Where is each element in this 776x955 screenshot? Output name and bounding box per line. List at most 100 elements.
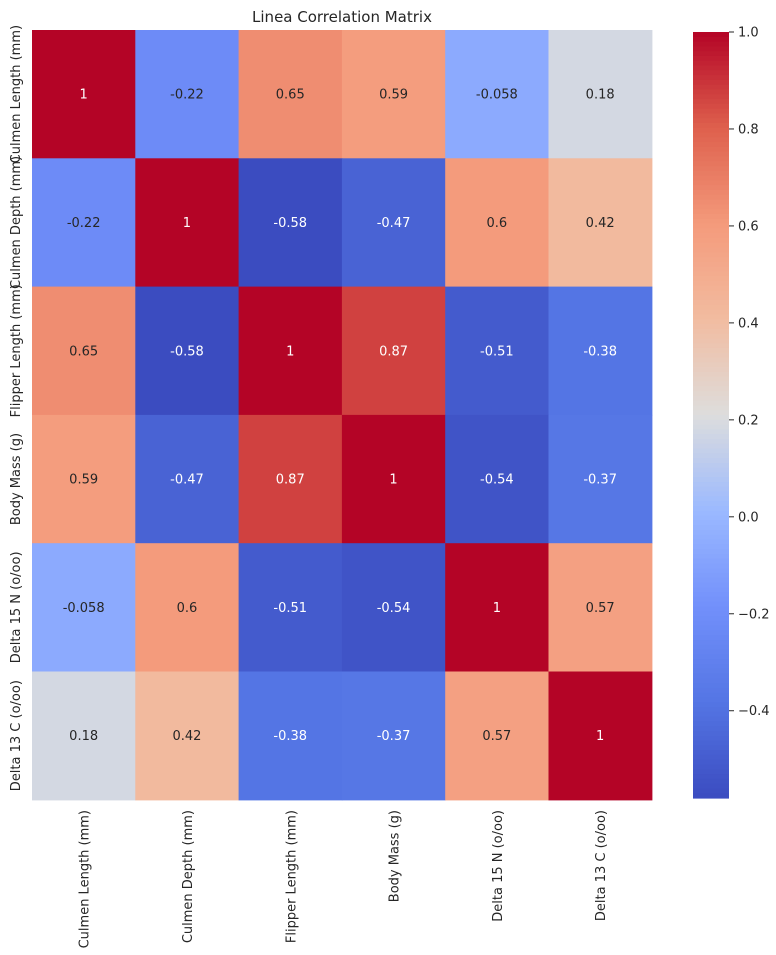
colorbar-segment — [693, 769, 729, 775]
y-tick-label: Flipper Length (mm) — [9, 284, 24, 417]
colorbar-tick-label: 0.4 — [738, 316, 759, 331]
colorbar-segment — [693, 410, 729, 416]
heatmap-cell — [238, 414, 343, 544]
cell-annotation: 1 — [493, 601, 501, 616]
cell-annotation: -0.38 — [273, 729, 307, 744]
cell-annotation: 0.87 — [379, 344, 408, 359]
cell-annotation: -0.38 — [583, 344, 617, 359]
colorbar-segment — [693, 515, 729, 521]
colorbar-segment — [693, 510, 729, 517]
colorbar-segment — [693, 687, 729, 694]
heatmap-cell — [135, 414, 240, 544]
colorbar-segment — [693, 443, 729, 450]
colorbar-segment — [693, 582, 729, 588]
colorbar-segment — [693, 553, 729, 560]
x-tick-label: Culmen Length (mm) — [78, 810, 93, 948]
heatmap-cell — [548, 158, 653, 288]
cell-annotation: -0.54 — [377, 601, 411, 616]
colorbar-segment — [693, 649, 729, 655]
colorbar-tick-label: 0.8 — [738, 122, 759, 137]
colorbar-segment — [693, 146, 729, 153]
colorbar-segment — [693, 577, 729, 584]
colorbar-segment — [693, 654, 729, 660]
colorbar-segment — [693, 596, 729, 603]
colorbar-tick-label: 1.0 — [738, 26, 759, 41]
colorbar-segment — [693, 376, 729, 383]
cell-annotation: 1 — [183, 216, 191, 231]
heatmap-cell — [32, 414, 136, 544]
colorbar-segment — [693, 51, 729, 57]
heatmap-cell — [548, 30, 653, 159]
cell-annotation: -0.22 — [67, 216, 101, 231]
colorbar-segment — [693, 462, 729, 469]
colorbar-segment — [693, 285, 729, 292]
heatmap-cells — [32, 30, 653, 801]
colorbar-segment — [693, 32, 729, 38]
y-tick-label: Culmen Length (mm) — [9, 25, 24, 163]
heatmap-cell — [32, 671, 136, 801]
colorbar-segment — [693, 189, 729, 196]
colorbar-segment — [693, 252, 729, 258]
cell-annotation: 0.18 — [586, 88, 615, 103]
colorbar-segment — [693, 721, 729, 727]
heatmap-cell — [341, 414, 446, 544]
cell-annotation: -0.37 — [377, 729, 411, 744]
colorbar-segment — [693, 328, 729, 335]
cell-annotation: 0.42 — [586, 216, 615, 231]
colorbar-segment — [693, 261, 729, 268]
colorbar-segment — [693, 434, 729, 440]
colorbar-segment — [693, 237, 729, 244]
colorbar-segment — [693, 395, 729, 402]
colorbar-segment — [693, 726, 729, 732]
colorbar-segment — [693, 118, 729, 124]
heatmap-annotations: 1 -0.22 0.65 0.59 -0.058 0.18 -0.22 1 -0.58 -0.47… — [63, 88, 617, 745]
cell-annotation: -0.058 — [63, 601, 105, 616]
colorbar-segment — [693, 491, 729, 497]
colorbar-segment — [693, 99, 729, 105]
cell-annotation: -0.37 — [583, 473, 617, 488]
heatmap-cell — [445, 543, 550, 673]
colorbar-segment — [693, 711, 729, 718]
heatmap-cell — [445, 671, 550, 801]
colorbar-segment — [693, 304, 729, 311]
heatmap-cell — [32, 286, 136, 416]
colorbar-segment — [693, 295, 729, 301]
heatmap-cell — [445, 414, 550, 544]
cell-annotation: 0.6 — [487, 216, 508, 231]
colorbar-segment — [693, 132, 729, 138]
cell-annotation: 0.57 — [586, 601, 615, 616]
heatmap-cell — [548, 414, 653, 544]
colorbar-segment — [693, 668, 729, 675]
colorbar-segment — [693, 759, 729, 766]
colorbar-segment — [693, 41, 729, 47]
colorbar-segment — [693, 683, 729, 689]
colorbar-segment — [693, 692, 729, 699]
colorbar-segment — [693, 587, 729, 593]
heatmap-cell — [445, 158, 550, 288]
cell-annotation: 1 — [596, 729, 604, 744]
colorbar-segment — [693, 788, 729, 794]
colorbar-segment — [693, 228, 729, 234]
colorbar-segment — [693, 36, 729, 43]
colorbar-segment — [693, 568, 729, 574]
colorbar-segment — [693, 472, 729, 478]
colorbar-segment — [693, 745, 729, 751]
colorbar-segment — [693, 730, 729, 737]
colorbar-segment — [693, 113, 729, 119]
colorbar-segment — [693, 381, 729, 387]
heatmap-cell — [445, 286, 550, 416]
colorbar-segment — [693, 778, 729, 785]
colorbar-segment — [693, 271, 729, 277]
colorbar-segment — [693, 108, 729, 114]
colorbar-segment — [693, 55, 729, 62]
colorbar-segment — [693, 539, 729, 545]
colorbar-segment — [693, 678, 729, 684]
cell-annotation: -0.47 — [377, 216, 411, 231]
colorbar-segment — [693, 707, 729, 713]
colorbar-segment — [693, 558, 729, 565]
colorbar-segment — [693, 242, 729, 249]
colorbar-tick-label: −0.4 — [738, 704, 770, 719]
colorbar-segment — [693, 75, 729, 81]
